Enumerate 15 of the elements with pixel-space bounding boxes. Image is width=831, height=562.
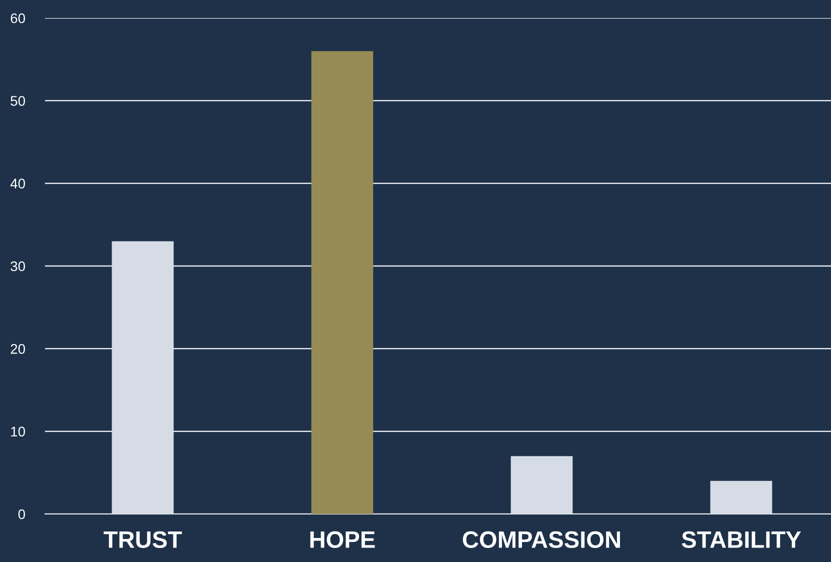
- bar: [311, 51, 374, 514]
- y-tick-label: 60: [10, 13, 26, 24]
- y-tick-label: 50: [10, 96, 26, 106]
- bar: [710, 480, 772, 514]
- y-tick-label: 0: [18, 509, 26, 520]
- x-tick-label: HOPE: [310, 531, 375, 548]
- y-tick-label: 10: [11, 426, 26, 437]
- x-tick-label: COMPASSION: [462, 531, 620, 548]
- y-tick-label: 40: [10, 178, 26, 189]
- y-tick-label: 30: [10, 261, 26, 272]
- x-tick-label: STABILITY: [682, 531, 801, 548]
- bar: [510, 456, 573, 514]
- x-tick-label: TRUST: [104, 531, 182, 548]
- bar: [112, 241, 174, 514]
- y-tick-label: 20: [10, 344, 26, 354]
